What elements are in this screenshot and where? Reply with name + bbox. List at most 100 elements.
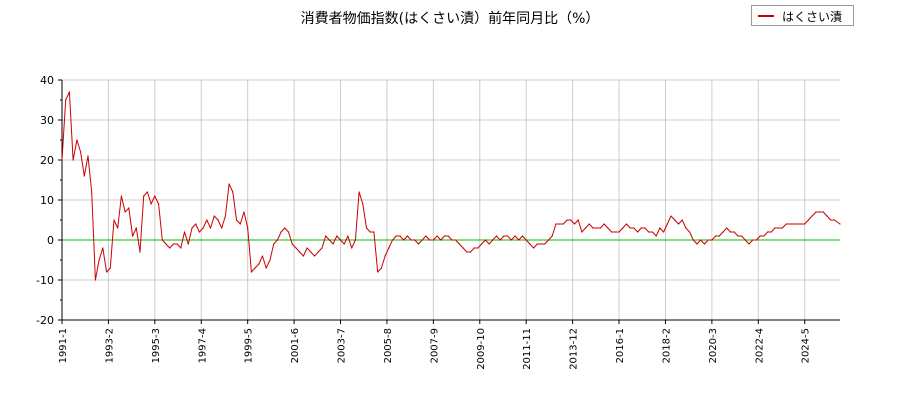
data-point	[451, 239, 453, 241]
data-point	[804, 223, 806, 225]
data-point	[276, 239, 278, 241]
data-point	[592, 227, 594, 229]
data-point	[469, 251, 472, 253]
data-point	[466, 251, 468, 253]
data-point	[228, 183, 230, 185]
x-tick-label: 2016-1	[615, 328, 626, 363]
data-point	[65, 99, 67, 101]
data-point	[503, 235, 505, 237]
data-point	[670, 215, 672, 217]
x-tick-label: 2011-11	[522, 328, 533, 370]
data-point	[269, 259, 271, 261]
data-point	[700, 239, 702, 241]
data-point	[696, 243, 698, 245]
data-point	[120, 195, 122, 197]
data-point	[291, 243, 293, 245]
data-point	[421, 239, 423, 241]
data-point	[666, 223, 668, 225]
x-tick-label: 2022-4	[754, 328, 765, 363]
data-point	[80, 151, 82, 153]
data-point	[395, 235, 397, 237]
data-point	[551, 235, 553, 237]
data-point	[689, 231, 691, 233]
chart-title: 消費者物価指数(はくさい漬）前年同月比（%）	[300, 11, 600, 27]
y-tick-label: 20	[40, 154, 54, 167]
data-point	[198, 231, 200, 233]
data-point	[139, 251, 141, 253]
data-point	[443, 235, 446, 237]
data-point	[789, 223, 791, 225]
data-point	[124, 211, 126, 213]
data-point	[611, 231, 613, 233]
data-point	[603, 223, 605, 225]
y-tick-label: -20	[36, 314, 54, 327]
data-point	[117, 227, 119, 229]
data-point	[729, 231, 732, 233]
data-point	[132, 235, 134, 237]
data-point	[655, 235, 657, 237]
data-point	[351, 247, 353, 249]
data-point	[380, 267, 382, 269]
data-point	[685, 227, 687, 229]
data-point	[232, 191, 234, 193]
data-point	[284, 227, 286, 229]
data-point	[83, 175, 85, 177]
data-point	[722, 231, 724, 233]
data-point	[681, 219, 683, 221]
data-point	[447, 235, 449, 237]
x-tick-label: 1993-2	[104, 328, 115, 363]
x-tick-label: 2003-7	[337, 328, 348, 363]
data-point	[711, 239, 713, 241]
data-point	[180, 247, 182, 249]
data-point	[243, 211, 245, 213]
data-point	[432, 239, 434, 241]
data-point	[399, 235, 401, 237]
data-point	[154, 195, 156, 197]
data-point	[566, 219, 568, 221]
data-point	[488, 243, 490, 245]
data-point	[614, 231, 616, 233]
data-point	[473, 247, 475, 249]
data-point	[663, 231, 665, 233]
data-point	[644, 227, 646, 229]
data-point	[495, 235, 498, 237]
data-point	[258, 263, 260, 265]
data-point	[195, 223, 197, 225]
data-point	[781, 227, 784, 229]
data-point	[403, 239, 405, 241]
data-point	[755, 239, 758, 241]
data-point	[677, 223, 680, 225]
x-tick-label: 1999-5	[244, 328, 255, 363]
data-point	[321, 247, 323, 249]
data-point	[410, 239, 412, 241]
data-point	[577, 219, 579, 221]
data-point	[436, 235, 438, 237]
data-point	[362, 203, 364, 205]
data-point	[570, 219, 572, 221]
data-point	[313, 255, 316, 257]
data-point	[280, 231, 282, 233]
y-tick-label: 40	[40, 74, 54, 87]
legend-swatch	[758, 15, 774, 17]
x-tick-label: 2013-12	[569, 328, 580, 370]
y-tick-label: -10	[36, 274, 54, 287]
data-point	[544, 243, 546, 245]
data-point	[377, 271, 379, 273]
data-point	[767, 231, 769, 233]
data-point	[102, 247, 104, 249]
data-point	[588, 223, 590, 225]
data-point	[384, 255, 386, 257]
data-point	[793, 223, 795, 225]
data-point	[135, 227, 137, 229]
data-point	[833, 219, 836, 221]
data-point	[481, 243, 483, 245]
data-point	[518, 239, 520, 241]
data-point	[317, 251, 319, 253]
data-point	[547, 239, 550, 241]
x-tick-label: 2018-2	[661, 328, 672, 363]
data-point	[72, 159, 74, 161]
data-point	[763, 235, 765, 237]
data-point	[302, 255, 304, 257]
